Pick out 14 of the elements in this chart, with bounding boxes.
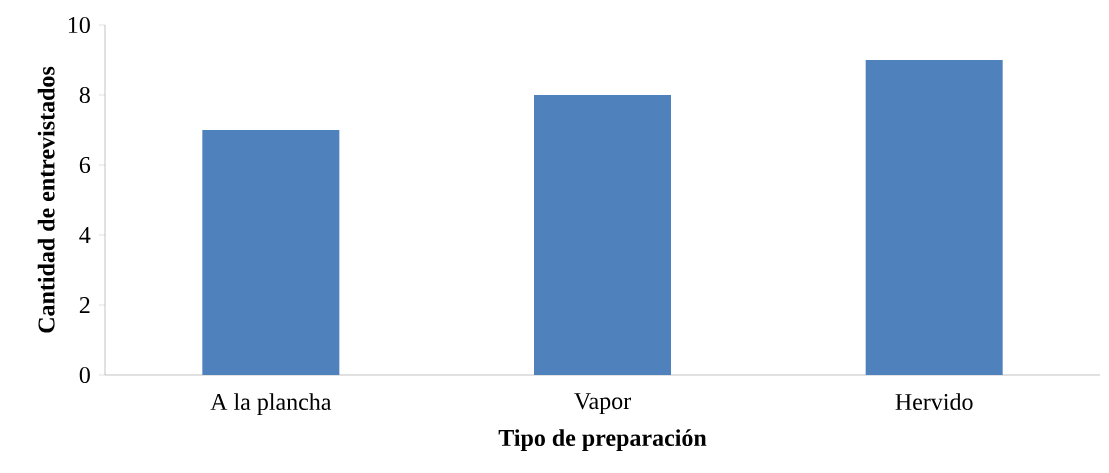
- x-axis-title: Tipo de preparación: [498, 429, 707, 451]
- y-tick-label: 4: [79, 227, 91, 243]
- bar: [534, 95, 672, 375]
- y-tick-label: 0: [79, 366, 90, 384]
- bar: [865, 60, 1003, 375]
- y-tick-label: 10: [68, 16, 90, 34]
- y-tick-label: 8: [79, 86, 90, 104]
- bar: [202, 130, 340, 375]
- x-tick-label: A la plancha: [210, 393, 332, 415]
- y-tick-label: 6: [79, 156, 91, 174]
- y-tick-label: 2: [79, 297, 90, 313]
- x-tick-label: Hervido: [895, 393, 973, 411]
- x-tick-label: Vapor: [574, 393, 631, 415]
- y-axis-title: Cantidad de entrevistados: [37, 66, 55, 333]
